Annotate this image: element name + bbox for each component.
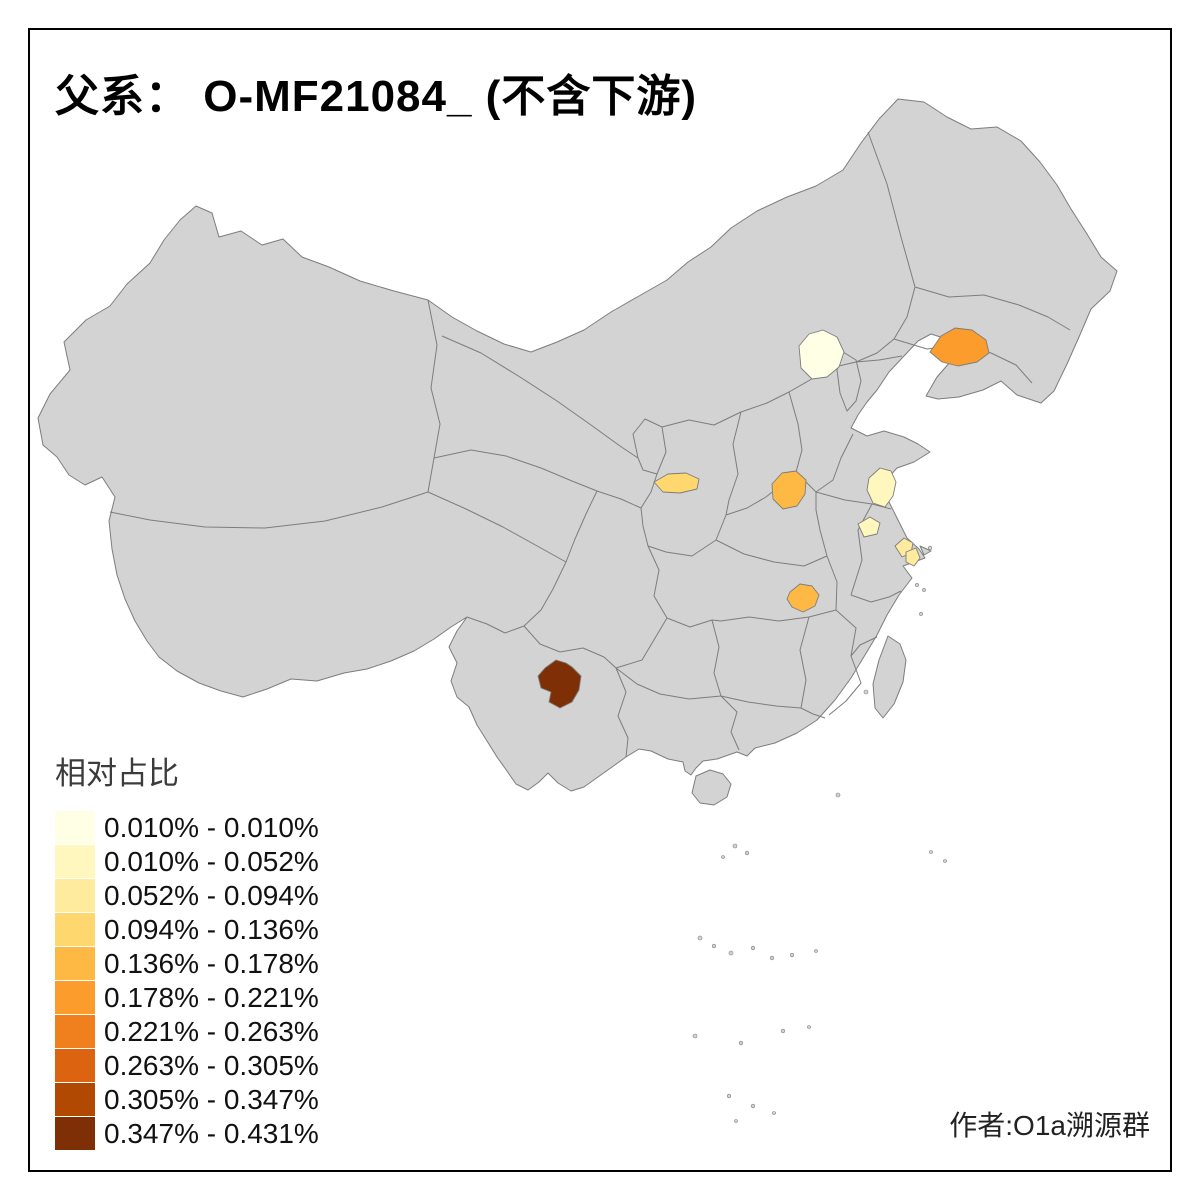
small-islands xyxy=(692,545,947,1123)
islet xyxy=(697,935,703,941)
legend-row: 0.263% - 0.305% xyxy=(55,1049,319,1082)
legend-swatch xyxy=(55,811,95,844)
legend-row: 0.094% - 0.136% xyxy=(55,913,319,946)
islet xyxy=(744,850,750,856)
islet xyxy=(835,792,841,798)
islet xyxy=(711,943,717,949)
region-liaodong-coast xyxy=(929,327,990,367)
legend-swatch xyxy=(55,913,95,946)
islet xyxy=(738,1040,744,1046)
legend-row: 0.221% - 0.263% xyxy=(55,1015,319,1048)
region-shanghai-area xyxy=(905,547,921,567)
region-north-henan xyxy=(771,470,807,510)
islet xyxy=(692,1033,698,1039)
legend-range-label: 0.136% - 0.178% xyxy=(104,947,319,979)
islet xyxy=(750,945,756,951)
islet xyxy=(769,955,775,961)
islet xyxy=(807,1025,811,1029)
islet xyxy=(726,1093,732,1099)
legend-range-label: 0.178% - 0.221% xyxy=(104,981,319,1013)
legend-row: 0.347% - 0.431% xyxy=(55,1117,319,1150)
attribution: 作者:O1a溯源群 xyxy=(949,1110,1150,1141)
islet xyxy=(943,859,947,863)
legend-row: 0.305% - 0.347% xyxy=(55,1083,319,1116)
legend-row: 0.010% - 0.052% xyxy=(55,845,319,878)
legend-range-label: 0.010% - 0.052% xyxy=(104,845,319,877)
legend-range-label: 0.347% - 0.431% xyxy=(104,1117,319,1149)
chongming-island xyxy=(919,545,932,556)
legend-row: 0.178% - 0.221% xyxy=(55,981,319,1014)
legend-swatch xyxy=(55,1083,95,1116)
region-north-jiangsu xyxy=(866,467,897,508)
legend-row: 0.136% - 0.178% xyxy=(55,947,319,980)
legend-swatch xyxy=(55,1015,95,1048)
legend-range-label: 0.263% - 0.305% xyxy=(104,1049,319,1081)
legend-swatch xyxy=(55,845,95,878)
islet xyxy=(929,850,933,854)
legend-range-label: 0.221% - 0.263% xyxy=(104,1015,319,1047)
legend-row: 0.010% - 0.010% xyxy=(55,811,319,844)
islet xyxy=(732,843,738,849)
legend-swatch xyxy=(55,947,95,980)
legend-swatch xyxy=(55,1049,95,1082)
islet xyxy=(814,949,818,953)
islet xyxy=(721,855,725,859)
hainan-island xyxy=(691,769,732,806)
legend-title: 相对占比 xyxy=(55,756,179,791)
islet xyxy=(927,545,933,551)
islet xyxy=(915,583,919,587)
legend: 相对占比 0.010% - 0.010% 0.010% - 0.052% 0.052… xyxy=(55,748,319,1151)
legend-swatch xyxy=(55,981,95,1014)
legend-range-label: 0.010% - 0.010% xyxy=(104,811,319,843)
islet xyxy=(863,689,869,695)
mainland-outline xyxy=(37,98,1118,792)
region-beijing-area xyxy=(798,329,845,380)
islet xyxy=(728,950,734,956)
legend-rows: 0.010% - 0.010% 0.010% - 0.052% 0.052% - 0… xyxy=(55,811,319,1150)
islet xyxy=(734,1119,738,1123)
legend-row: 0.052% - 0.094% xyxy=(55,879,319,912)
islet xyxy=(780,1028,786,1034)
islet xyxy=(922,588,926,592)
islet xyxy=(919,612,923,616)
region-central-jiangsu xyxy=(857,516,881,538)
taiwan-island xyxy=(872,635,907,719)
islet xyxy=(772,1111,776,1115)
legend-swatch xyxy=(55,1117,95,1150)
legend-range-label: 0.305% - 0.347% xyxy=(104,1083,319,1115)
legend-range-label: 0.052% - 0.094% xyxy=(104,879,319,911)
islet xyxy=(750,1103,756,1109)
legend-swatch xyxy=(55,879,95,912)
islet xyxy=(789,952,795,958)
legend-range-label: 0.094% - 0.136% xyxy=(104,913,319,945)
region-central-yunnan xyxy=(537,659,582,709)
map-title: 父系： O-MF21084_ (不含下游) xyxy=(55,72,697,121)
region-hubei-hunan-border xyxy=(786,583,820,613)
region-south-shaanxi xyxy=(653,472,700,494)
